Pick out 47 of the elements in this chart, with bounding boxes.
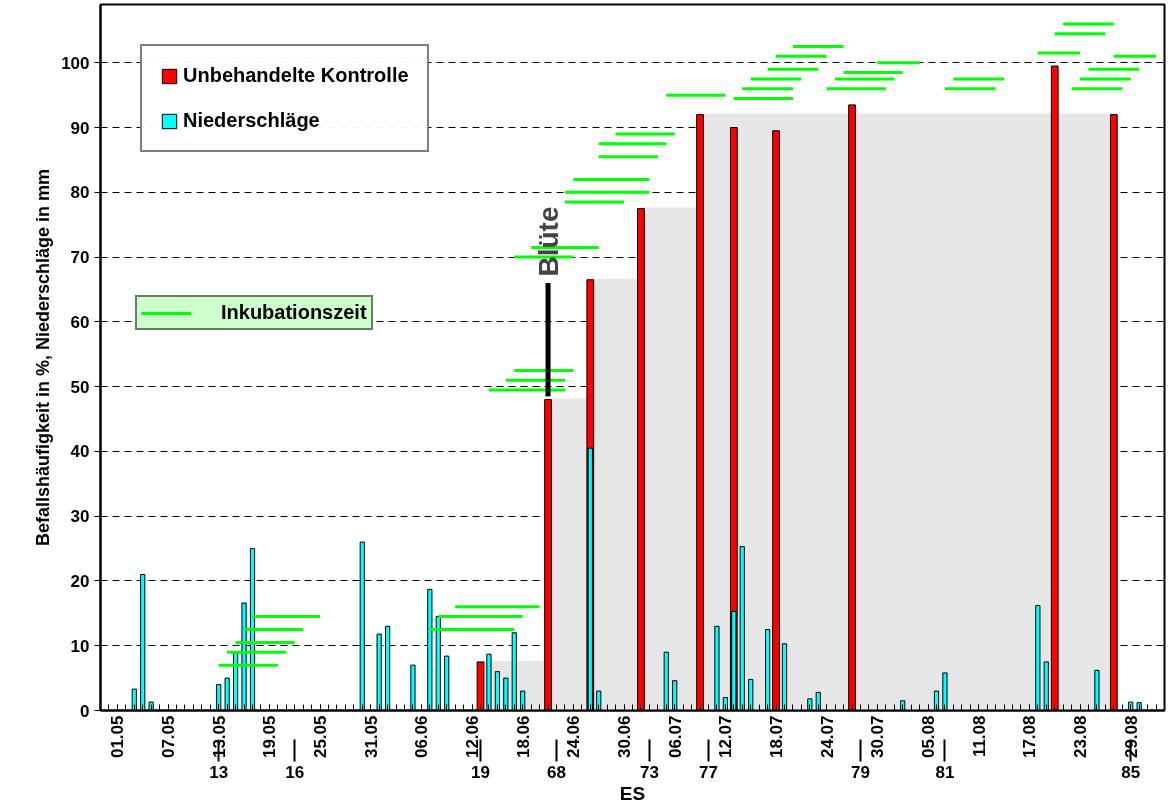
y-tick-label: 70 bbox=[70, 248, 90, 268]
x-tick-label: 23.08 bbox=[1071, 715, 1091, 759]
x2-axis-title: ES bbox=[619, 782, 646, 804]
x-tick-label: 12.06 bbox=[463, 715, 483, 759]
y-axis-title: Befallshäufigkeit in %, Niederschläge in mm bbox=[33, 168, 54, 547]
x-tick-label: 30.07 bbox=[868, 715, 888, 759]
annotation: Blüte bbox=[532, 206, 564, 277]
y-tick-label: 100 bbox=[61, 53, 90, 73]
x-tick-label: 01.05 bbox=[108, 715, 128, 759]
x2-tick-label: 68 bbox=[547, 762, 566, 782]
x-tick-label: 13.05 bbox=[209, 715, 229, 759]
x-tick-label: 31.05 bbox=[361, 715, 381, 759]
x-tick-label: 05.08 bbox=[919, 715, 939, 759]
x2-tick-label: 77 bbox=[699, 762, 718, 782]
x2-tick-label: 16 bbox=[285, 762, 305, 782]
legend-label: Unbehandelte Kontrolle bbox=[183, 64, 409, 87]
legend-label: Inkubationszeit bbox=[221, 301, 367, 324]
x2-tick-label: 79 bbox=[851, 762, 870, 782]
y-tick-label: 80 bbox=[70, 183, 90, 203]
x-tick-label: 07.05 bbox=[159, 715, 179, 759]
x-tick-label: 29.08 bbox=[1121, 715, 1141, 759]
x-tick-label: 24.06 bbox=[564, 715, 584, 759]
x2-tick-label: 81 bbox=[935, 762, 955, 782]
y-tick-label: 40 bbox=[70, 442, 90, 462]
y-tick-label: 30 bbox=[70, 507, 90, 527]
x2-tick-label: 85 bbox=[1121, 762, 1141, 782]
y-tick-label: 20 bbox=[70, 571, 90, 591]
x-tick-label: 11.08 bbox=[969, 715, 989, 758]
x2-tick-label: 19 bbox=[471, 762, 490, 782]
x-tick-label: 19.05 bbox=[260, 715, 280, 759]
x-tick-label: 12.07 bbox=[716, 715, 736, 759]
x-tick-label: 17.08 bbox=[1020, 715, 1040, 759]
x-tick-label: 06.06 bbox=[412, 715, 432, 759]
y-tick-label: 60 bbox=[70, 312, 90, 332]
x2-tick-label: 13 bbox=[209, 762, 229, 782]
x-tick-label: 25.05 bbox=[311, 715, 331, 759]
y-tick-label: 0 bbox=[80, 701, 90, 721]
x-tick-label: 06.07 bbox=[665, 715, 685, 759]
x2-tick-label: 73 bbox=[639, 762, 659, 782]
y-tick-label: 90 bbox=[70, 118, 90, 138]
y-tick-label: 10 bbox=[70, 636, 90, 656]
legend-label: Niederschläge bbox=[183, 109, 320, 132]
x-tick-label: 24.07 bbox=[817, 715, 837, 759]
x-tick-label: 18.06 bbox=[513, 715, 533, 759]
y-tick-label: 50 bbox=[70, 377, 90, 397]
x-tick-label: 18.07 bbox=[767, 715, 787, 759]
x-tick-label: 30.06 bbox=[615, 715, 635, 759]
